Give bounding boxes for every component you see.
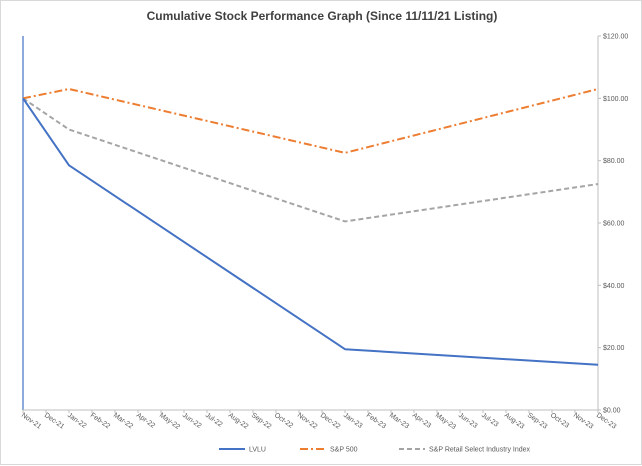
x-tick-label: Jun-22 bbox=[181, 412, 203, 430]
x-tick-label: May-22 bbox=[158, 412, 181, 431]
y-tick-label: $20.00 bbox=[603, 345, 625, 352]
x-tick-label: Aug-22 bbox=[227, 412, 250, 431]
x-tick-labels: Nov-21 Dec-21 Jan-22 Feb-22 Mar-22 Apr-22 May-… bbox=[20, 410, 618, 431]
x-tick-label: Jan-23 bbox=[342, 412, 364, 430]
series-line bbox=[22, 87, 599, 154]
x-tick-label: Dec-22 bbox=[319, 412, 342, 431]
x-tick-label: Mar-23 bbox=[388, 412, 410, 431]
y-tick-label: $120.00 bbox=[603, 34, 628, 41]
y-tick-label: $100.00 bbox=[603, 96, 628, 103]
x-tick-label: Jan-22 bbox=[66, 412, 88, 430]
series-line bbox=[22, 97, 599, 223]
x-tick-label: Jul-22 bbox=[204, 412, 224, 429]
x-tick-label: Dec-23 bbox=[595, 412, 618, 431]
x-tick-label: Sep-22 bbox=[250, 412, 273, 431]
x-tick-label: Mar-22 bbox=[112, 412, 134, 431]
y-tick-label: $60.00 bbox=[603, 221, 625, 228]
x-tick-label: Feb-23 bbox=[365, 412, 387, 431]
x-tick-label: May-23 bbox=[434, 412, 457, 431]
legend-label: S&P 500 bbox=[330, 447, 358, 454]
series-layer bbox=[22, 87, 599, 366]
y-tick-label: $40.00 bbox=[603, 283, 625, 290]
x-tick-label: Sep-23 bbox=[526, 412, 549, 431]
x-tick-label: Jul-23 bbox=[480, 412, 500, 429]
x-tick-label: Nov-23 bbox=[572, 412, 595, 431]
series-line bbox=[22, 97, 599, 366]
x-tick-label: Apr-22 bbox=[135, 412, 156, 430]
x-tick-label: Nov-22 bbox=[296, 412, 319, 431]
axes-layer bbox=[22, 36, 599, 411]
x-tick-label: Dec-21 bbox=[43, 412, 66, 431]
x-tick-label: Jun-23 bbox=[457, 412, 479, 430]
x-tick-label: Feb-22 bbox=[89, 412, 111, 431]
x-tick-label: Apr-23 bbox=[411, 412, 432, 430]
legend: LVLU S&P 500 S&P Retail Select Industry In… bbox=[219, 447, 531, 454]
chart-title: Cumulative Stock Performance Graph (Sinc… bbox=[146, 9, 498, 23]
legend-label: S&P Retail Select Industry Index bbox=[429, 447, 531, 454]
x-tick-label: Oct-22 bbox=[273, 412, 294, 430]
y-tick-label: $80.00 bbox=[603, 158, 625, 165]
legend-label: LVLU bbox=[249, 447, 266, 454]
y-tick-label: $0.00 bbox=[603, 408, 621, 415]
y-tick-labels: $0.00 $20.00 $40.00 $60.00 $80.00 $100.00 $120… bbox=[598, 34, 628, 415]
x-tick-label: Oct-23 bbox=[549, 412, 570, 430]
x-tick-label: Aug-23 bbox=[503, 412, 526, 431]
x-tick-label: Nov-21 bbox=[20, 412, 43, 431]
